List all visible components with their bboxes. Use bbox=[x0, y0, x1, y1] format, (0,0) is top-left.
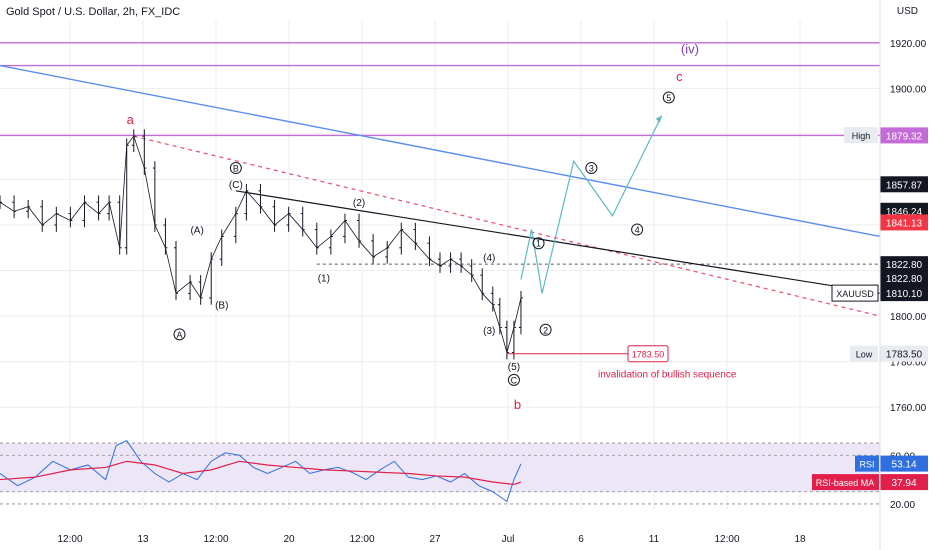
rsi-ma-value-tag bbox=[880, 474, 928, 491]
currency-label: USD bbox=[896, 6, 918, 17]
price-tag-label-box bbox=[831, 284, 879, 302]
price-tag-label: High bbox=[852, 131, 871, 141]
rsi-value-tag bbox=[880, 455, 928, 472]
chart-title: Gold Spot / U.S. Dollar, 2h, FX_IDC bbox=[6, 6, 181, 18]
rsi-label: RSI bbox=[859, 460, 874, 470]
wave-label: (2) bbox=[353, 198, 365, 209]
x-tick-label: 27 bbox=[429, 534, 441, 545]
wave-label: 4 bbox=[635, 225, 640, 235]
rsi-ma-label: RSI-based MA bbox=[816, 478, 875, 488]
dashed-red-line bbox=[133, 135, 881, 317]
rsi-value: 53.14 bbox=[891, 460, 916, 471]
wave-label: B bbox=[233, 164, 239, 174]
wave-label: 2 bbox=[543, 325, 548, 335]
wave-label: a bbox=[127, 112, 135, 127]
price-tag bbox=[880, 214, 928, 231]
wave-label: b bbox=[514, 397, 521, 412]
wave-label: 1 bbox=[536, 239, 541, 249]
wave-label: c bbox=[676, 69, 683, 84]
wave-circle bbox=[662, 91, 675, 104]
x-tick-label: 18 bbox=[794, 534, 806, 545]
wave-circle bbox=[532, 237, 545, 250]
wave-label: (C) bbox=[229, 180, 243, 191]
price-path bbox=[0, 135, 522, 355]
wave-label: (A) bbox=[190, 226, 203, 237]
x-tick-label: Jul bbox=[502, 534, 515, 545]
wave-circle bbox=[585, 162, 598, 175]
wave-circle bbox=[173, 328, 186, 341]
x-tick-label: 13 bbox=[137, 534, 149, 545]
price-tag bbox=[880, 270, 928, 287]
y-tick-label: 1780.00 bbox=[890, 358, 927, 369]
wave-circle bbox=[507, 373, 520, 386]
price-tag-value: 1783.50 bbox=[886, 350, 923, 361]
price-tag bbox=[880, 345, 928, 362]
x-tick-label: 20 bbox=[283, 534, 295, 545]
price-tag-label: Low bbox=[856, 350, 873, 360]
rsi-ma-value: 37.94 bbox=[891, 478, 916, 489]
rsi-ma-label-tag bbox=[812, 474, 879, 491]
wave-label: (B) bbox=[215, 301, 228, 312]
wave-label: (1) bbox=[318, 273, 330, 284]
projection-arrowhead bbox=[655, 115, 662, 123]
y-tick-label: 1920.00 bbox=[890, 39, 927, 50]
price-tag bbox=[880, 256, 928, 273]
x-tick-label: 6 bbox=[578, 534, 584, 545]
price-tag-value: 1810.10 bbox=[886, 289, 923, 300]
wave-label: (3) bbox=[483, 326, 495, 337]
blue-trend-line bbox=[0, 64, 881, 238]
wave-label: (4) bbox=[483, 253, 495, 264]
rsi-tick-label: 20.00 bbox=[890, 500, 915, 511]
wave-circle bbox=[539, 323, 552, 336]
x-tick-label: 12:00 bbox=[349, 534, 374, 545]
y-tick-label: 1800.00 bbox=[890, 312, 927, 323]
invalidation-price: 1783.50 bbox=[632, 350, 665, 360]
wave-label: 5 bbox=[666, 93, 671, 103]
projection-path bbox=[520, 115, 663, 294]
wave-circle bbox=[631, 223, 644, 236]
x-tick-label: 12:00 bbox=[57, 534, 82, 545]
y-tick-label: 1760.00 bbox=[890, 403, 927, 414]
black-trend-line bbox=[235, 190, 881, 294]
rsi-band bbox=[0, 443, 880, 492]
price-tag bbox=[880, 176, 928, 193]
invalidation-tag bbox=[627, 345, 669, 363]
wave-label: (iv) bbox=[681, 42, 699, 57]
rsi-line bbox=[0, 440, 522, 503]
wave-label: (5) bbox=[508, 362, 520, 373]
price-tag bbox=[880, 285, 928, 302]
rsi-ma-line bbox=[0, 460, 522, 486]
x-tick-label: 11 bbox=[649, 534, 660, 545]
x-tick-label: 12:00 bbox=[203, 534, 228, 545]
x-tick-label: 12:00 bbox=[714, 534, 739, 545]
wave-circle bbox=[229, 162, 242, 175]
price-tag-value: 1841.13 bbox=[886, 218, 923, 229]
wave-label: A bbox=[177, 330, 183, 340]
invalidation-text: invalidation of bullish sequence bbox=[598, 370, 737, 381]
price-tag-value: 1822.80 bbox=[886, 260, 923, 271]
price-tag-value: 1846.24 bbox=[886, 207, 923, 218]
price-tag-label: XAUUSD bbox=[836, 289, 874, 299]
price-tag-label-box bbox=[850, 345, 878, 362]
price-tag-label-box bbox=[844, 127, 878, 144]
rsi-label-tag bbox=[855, 455, 879, 472]
price-tag-value: 1857.87 bbox=[886, 180, 923, 191]
price-tag-value: 1879.32 bbox=[886, 131, 923, 142]
wave-label: C bbox=[511, 375, 518, 385]
price-tag-value: 1822.80 bbox=[886, 274, 923, 285]
price-tag bbox=[880, 127, 928, 144]
y-tick-label: 1900.00 bbox=[890, 84, 927, 95]
wave-label: 3 bbox=[589, 164, 594, 174]
